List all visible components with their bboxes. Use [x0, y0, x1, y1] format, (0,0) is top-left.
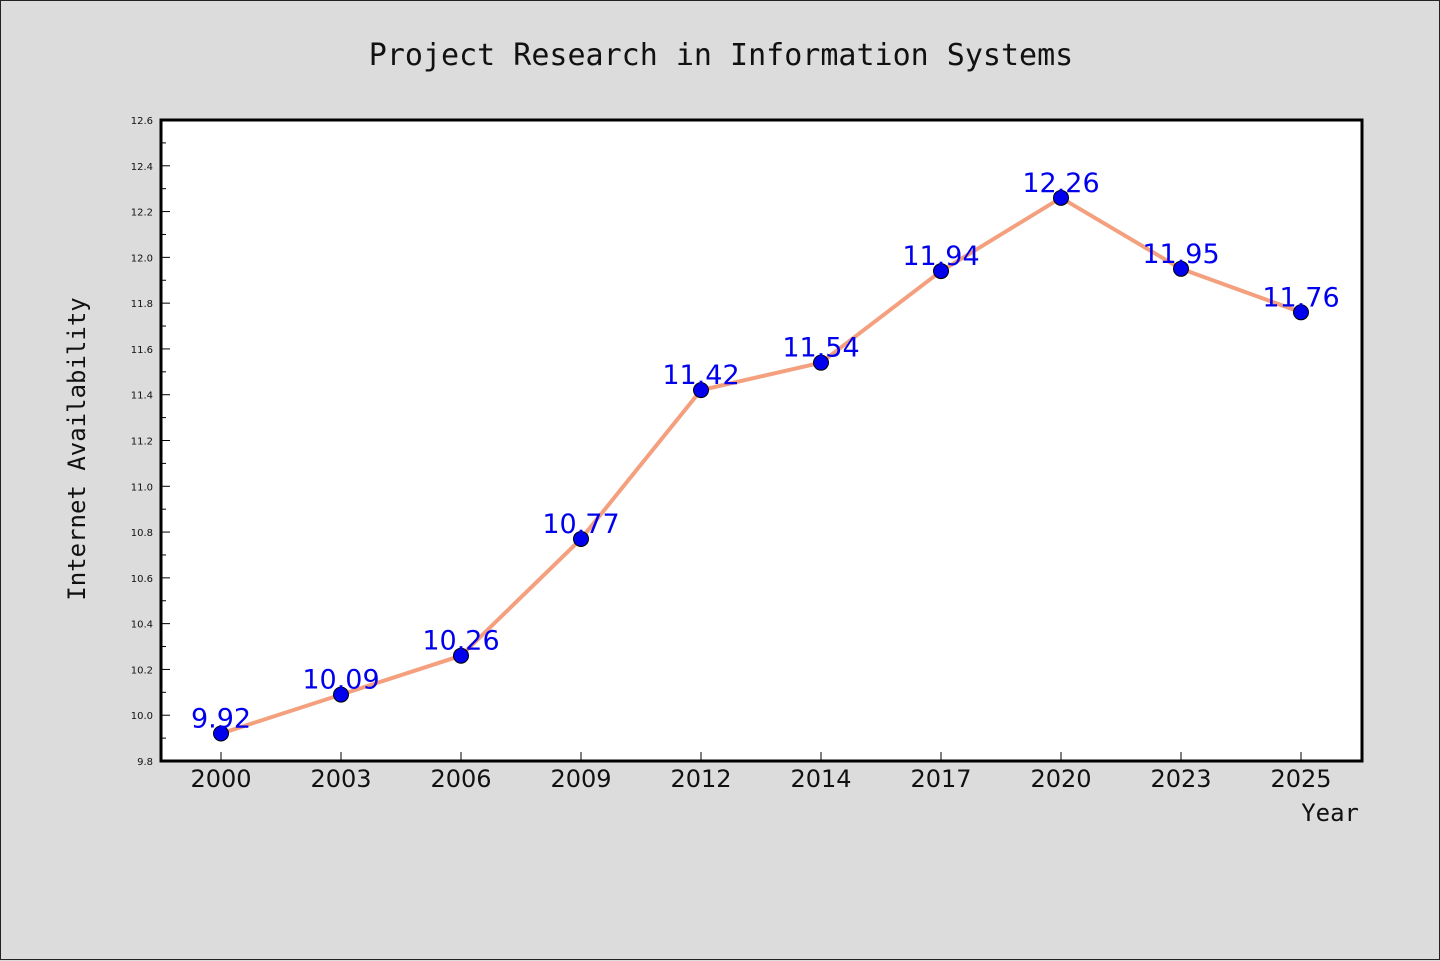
data-point [213, 725, 229, 742]
y-tick-label: 10.8 [131, 528, 153, 539]
data-point [1293, 304, 1309, 321]
x-tick-label: 2017 [910, 765, 971, 793]
y-tick-label: 12.2 [131, 208, 153, 219]
series-layer [213, 189, 1309, 742]
y-tick-label: 11.8 [131, 299, 153, 310]
data-point [453, 647, 469, 664]
y-tick-label: 10.2 [131, 665, 153, 676]
data-point [333, 686, 349, 703]
y-tick-label: 11.4 [131, 391, 153, 402]
data-label: 9.92 [191, 704, 251, 735]
y-tick-label: 11.0 [131, 482, 153, 493]
data-label: 11.76 [1262, 282, 1339, 313]
data-point [1173, 260, 1189, 277]
data-label: 10.09 [302, 665, 379, 696]
x-tick-label: 2006 [430, 765, 491, 793]
y-tick-label: 12.6 [131, 116, 153, 127]
x-tick-label: 2020 [1030, 765, 1091, 793]
x-tick-label: 2014 [790, 765, 851, 793]
x-tick-label: 2025 [1270, 765, 1331, 793]
y-tick-label: 12.0 [131, 253, 153, 264]
x-tick-label: 2000 [190, 765, 251, 793]
x-axis-label: Year [1301, 799, 1359, 827]
data-label: 10.26 [422, 626, 499, 657]
data-label: 11.95 [1142, 239, 1219, 270]
x-tick-label: 2023 [1150, 765, 1211, 793]
y-tick-label: 10.0 [131, 711, 153, 722]
y-tick-label: 9.8 [137, 757, 153, 768]
series-line [219, 195, 1303, 736]
y-tick-label: 12.4 [131, 162, 153, 173]
data-label: 12.26 [1022, 168, 1099, 199]
data-point [813, 354, 829, 371]
chart-title: Project Research in Information Systems [369, 38, 1073, 73]
plot-area [161, 120, 1362, 761]
data-point [573, 530, 589, 547]
y-tick-label: 10.6 [131, 574, 153, 585]
data-point [693, 382, 709, 399]
y-tick-label: 11.2 [131, 437, 153, 448]
data-point [1053, 189, 1069, 206]
data-label: 10.77 [542, 509, 619, 540]
axis-ticks: 9.8 10.0 10.2 10.4 10.6 10.8 11.0 11.2 11.4 11.6 1… [131, 116, 1332, 793]
data-point [933, 263, 949, 280]
y-axis-label: Internet Availability [63, 297, 91, 600]
y-tick-label: 10.4 [131, 620, 153, 631]
x-tick-label: 2012 [670, 765, 731, 793]
plot-border [159, 118, 1364, 763]
data-labels: 9.92 10.09 10.26 10.77 11.42 11.54 11.94 12.26 1… [191, 168, 1340, 735]
x-tick-label: 2003 [310, 765, 371, 793]
y-tick-label: 11.6 [131, 345, 153, 356]
data-label: 11.94 [902, 241, 979, 272]
x-tick-label: 2009 [550, 765, 611, 793]
data-label: 11.42 [662, 360, 739, 391]
data-label: 11.54 [782, 333, 859, 364]
